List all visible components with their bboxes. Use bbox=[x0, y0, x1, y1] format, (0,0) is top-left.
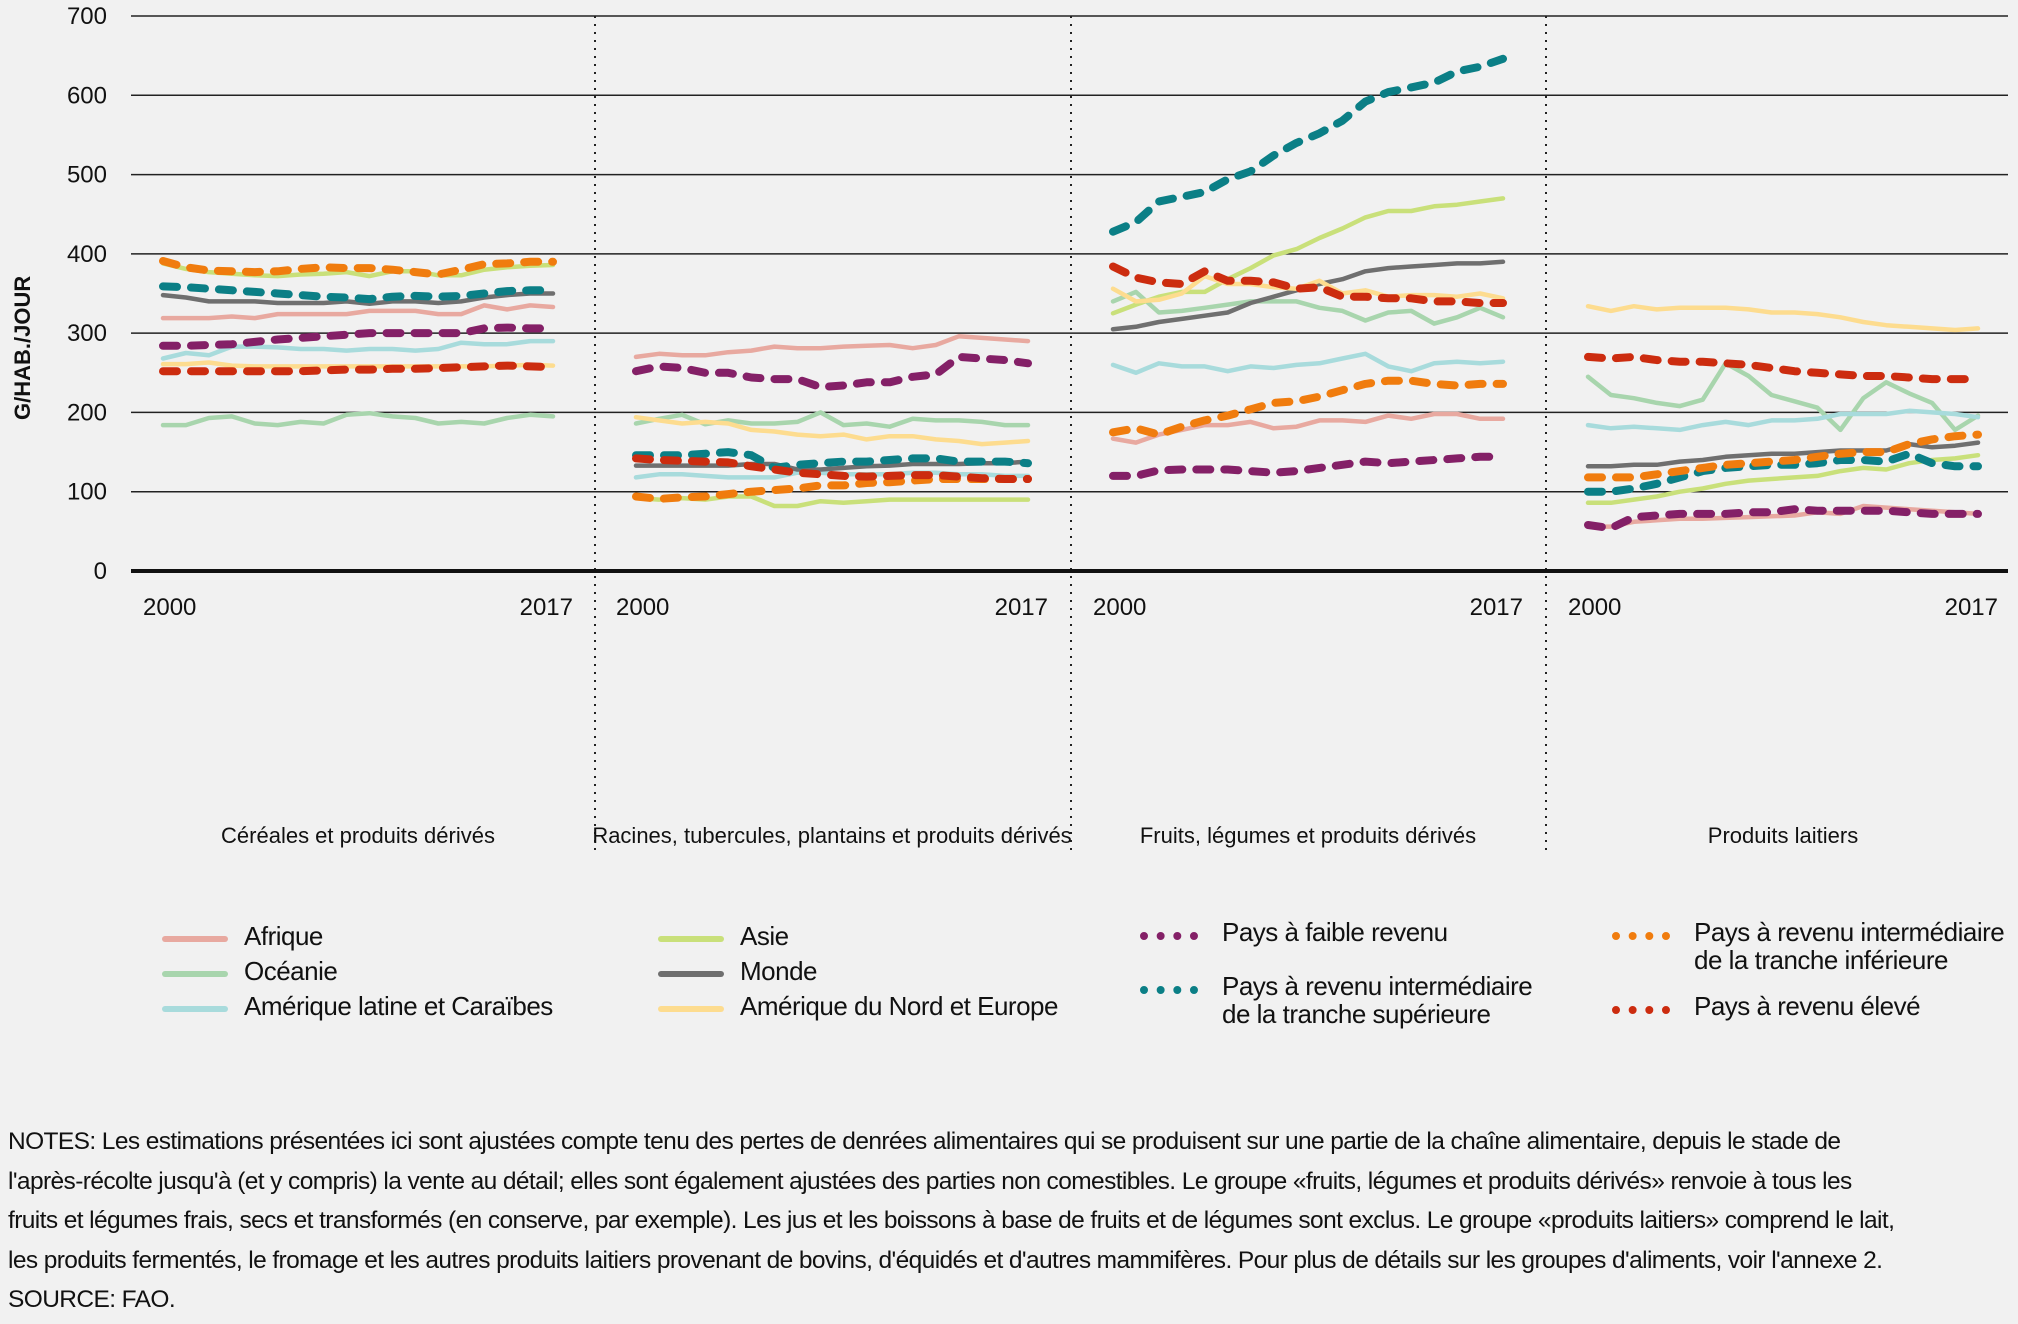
legend-item-amerique-latine: Amérique latine et Caraïbes bbox=[162, 992, 553, 1020]
series-line-monde bbox=[633, 459, 1031, 472]
x-tick-label: 2017 bbox=[520, 594, 573, 621]
series-line-afrique bbox=[1585, 503, 1981, 529]
y-tick-label: 100 bbox=[67, 479, 107, 506]
y-axis-label: G/HAB./JOUR bbox=[10, 276, 35, 420]
panel-title: Produits laitiers bbox=[1708, 823, 1858, 848]
series-line-monde bbox=[1585, 440, 1981, 469]
legend-label: Pays à faible revenu bbox=[1222, 917, 1448, 947]
series-line-monde bbox=[160, 291, 556, 307]
legend-item-afrique: Afrique bbox=[162, 922, 323, 950]
x-tick-label: 2017 bbox=[1945, 594, 1998, 621]
series-line-pays-a-revenu-intermediaire-de-la-tranche-inferieure bbox=[159, 257, 557, 279]
notes-line: l'après-récolte jusqu'à (et y compris) l… bbox=[8, 1167, 1852, 1195]
series-line-pays-a-faible-revenu bbox=[1584, 505, 1982, 533]
series-line-afrique bbox=[160, 303, 556, 321]
legend-label: Pays à revenu intermédiaire de la tranch… bbox=[1694, 917, 2005, 975]
series-line-pays-a-revenu-intermediaire-de-la-tranche-superieure bbox=[1109, 54, 1507, 236]
legend-item-intermediaire-inferieure: Pays à revenu intermédiaire de la tranch… bbox=[1612, 917, 2005, 975]
notes-line: NOTES: Les estimations présentées ici so… bbox=[8, 1128, 1841, 1155]
notes-line: les produits fermentés, le fromage et le… bbox=[8, 1246, 1883, 1274]
legend-swatch-monde bbox=[658, 971, 724, 977]
legend-label: Pays à revenu intermédiaire de la tranch… bbox=[1222, 971, 1533, 1029]
legend-swatch-intermediaire-superieure bbox=[1140, 986, 1198, 994]
y-tick-label: 600 bbox=[67, 82, 107, 109]
series-line-amerique-latine-et-caraibes bbox=[1585, 408, 1981, 433]
legend-label: Asie bbox=[740, 921, 789, 951]
y-tick-label: 700 bbox=[67, 3, 107, 30]
series-line-pays-a-revenu-intermediaire-de-la-tranche-inferieure bbox=[632, 475, 1032, 503]
y-tick-label: 500 bbox=[67, 162, 107, 189]
series-line-pays-a-revenu-eleve bbox=[1584, 352, 1982, 384]
series-line-oceanie bbox=[160, 410, 556, 428]
legend-swatch-faible-revenu bbox=[1140, 932, 1198, 940]
panel-produits-laitiers: 2000 2017 Produits laitiers bbox=[1568, 303, 1998, 848]
series-line-pays-a-revenu-intermediaire-de-la-tranche-inferieure bbox=[1109, 376, 1507, 439]
legend-item-faible-revenu: Pays à faible revenu bbox=[1140, 918, 1448, 946]
x-tick-label: 2000 bbox=[143, 594, 196, 621]
y-tick-label: 0 bbox=[94, 558, 107, 585]
legend-item-oceanie: Océanie bbox=[162, 956, 338, 986]
legend-swatch-afrique bbox=[162, 936, 228, 942]
series-line-pays-a-revenu-intermediaire-de-la-tranche-inferieure bbox=[1584, 430, 1982, 482]
series-line-amerique-du-nord-et-europe bbox=[633, 414, 1031, 447]
x-tick-label: 2000 bbox=[1568, 594, 1621, 621]
source-note: SOURCE: FAO. bbox=[8, 1286, 176, 1313]
y-axis-ticks: 0 100 200 300 400 500 600 700 bbox=[67, 3, 107, 585]
notes: NOTES: Les estimations présentées ici so… bbox=[8, 1122, 2008, 1320]
legend-label: Amérique du Nord et Europe bbox=[740, 991, 1058, 1021]
x-tick-label: 2017 bbox=[1470, 594, 1523, 621]
panel-racines-tubercules-plantains-et-produits-derives: 2000 2017 Racines, tubercules, plantains e… bbox=[592, 334, 1072, 848]
legend-label: Pays à revenu élevé bbox=[1694, 991, 1921, 1021]
panel-title: Racines, tubercules, plantains et produi… bbox=[592, 823, 1071, 848]
legend-swatch-revenu-eleve bbox=[1612, 1006, 1670, 1014]
legend-item-revenu-eleve: Pays à revenu élevé bbox=[1612, 991, 1921, 1021]
y-tick-label: 200 bbox=[67, 399, 107, 426]
legend-swatch-asie bbox=[658, 936, 724, 942]
legend: Afrique Océanie Amérique latine et Caraï… bbox=[0, 918, 2018, 1042]
x-tick-label: 2000 bbox=[616, 594, 669, 621]
legend-swatch-oceanie bbox=[162, 971, 228, 977]
series-line-pays-a-revenu-eleve bbox=[159, 361, 557, 376]
series-line-afrique bbox=[633, 334, 1031, 360]
notes-line: fruits et légumes frais, secs et transfo… bbox=[8, 1207, 1895, 1234]
legend-label: Amérique latine et Caraïbes bbox=[244, 991, 553, 1021]
series-line-pays-a-revenu-eleve bbox=[632, 454, 1032, 483]
series-line-pays-a-faible-revenu bbox=[632, 352, 1032, 392]
series-line-pays-a-faible-revenu bbox=[159, 323, 557, 350]
x-tick-label: 2000 bbox=[1093, 594, 1146, 621]
series-line-oceanie bbox=[1585, 361, 1981, 433]
panel-cereales-et-produits-derives: 2000 2017 Céréales et produits dérivés bbox=[143, 257, 573, 848]
legend-item-intermediaire-superieure: Pays à revenu intermédiaire de la tranch… bbox=[1140, 971, 1533, 1029]
legend-swatch-amerique-latine bbox=[162, 1006, 228, 1012]
series-line-pays-a-revenu-eleve bbox=[1109, 262, 1507, 307]
legend-label: Afrique bbox=[244, 921, 323, 951]
series-line-pays-a-revenu-intermediaire-de-la-tranche-superieure bbox=[159, 282, 557, 304]
series-line-amerique-latine-et-caraibes bbox=[1110, 351, 1506, 376]
x-tick-label: 2017 bbox=[995, 594, 1048, 621]
legend-item-monde: Monde bbox=[658, 956, 818, 986]
series-line-asie bbox=[1585, 452, 1981, 506]
legend-label: Océanie bbox=[244, 956, 338, 986]
panel-title: Fruits, légumes et produits dérivés bbox=[1140, 823, 1476, 848]
y-tick-label: 400 bbox=[67, 241, 107, 268]
legend-swatch-amerique-nord-europe bbox=[658, 1006, 724, 1012]
panel-fruits-legumes-et-produits-derives: 2000 2017 Fruits, légumes et produits déri… bbox=[1093, 54, 1523, 848]
legend-item-asie: Asie bbox=[658, 922, 789, 950]
series-line-pays-a-revenu-intermediaire-de-la-tranche-superieure bbox=[632, 448, 1032, 472]
series-line-amerique-du-nord-et-europe bbox=[1585, 303, 1981, 333]
series-line-oceanie bbox=[1110, 289, 1506, 326]
y-tick-label: 300 bbox=[67, 320, 107, 347]
panel-title: Céréales et produits dérivés bbox=[221, 823, 495, 848]
legend-item-amerique-nord-europe: Amérique du Nord et Europe bbox=[658, 992, 1058, 1020]
panel-dividers bbox=[594, 16, 1547, 850]
series-line-pays-a-faible-revenu bbox=[1109, 452, 1507, 480]
legend-swatch-intermediaire-inferieure bbox=[1612, 932, 1670, 940]
legend-label: Monde bbox=[740, 956, 818, 986]
